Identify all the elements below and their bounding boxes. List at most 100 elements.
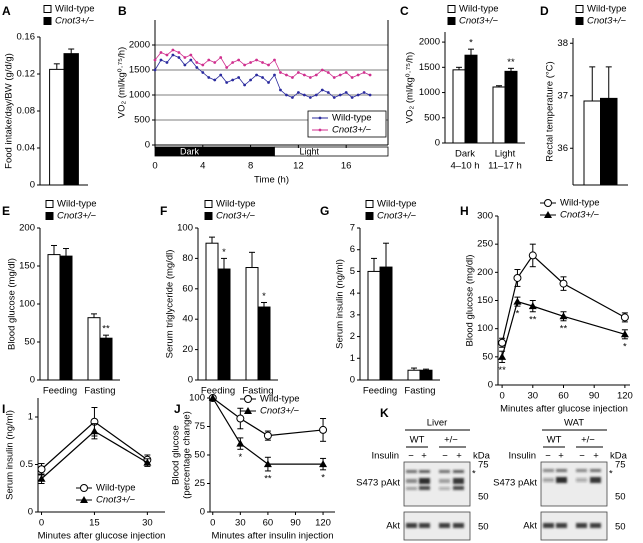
x-tick-label: 60 <box>263 518 274 529</box>
y-tick-label: 50 <box>482 351 493 362</box>
marker <box>255 58 258 62</box>
tissue-label: WAT <box>564 418 584 429</box>
marker <box>498 338 507 347</box>
y-tick-label: 4 <box>350 288 355 299</box>
legend-label: Cnot3+/− <box>216 211 256 222</box>
marker <box>320 88 324 92</box>
significance: * <box>516 309 520 320</box>
panel-label: K <box>380 406 389 420</box>
y-tick-label: 0.08 <box>17 106 36 117</box>
panel-label: G <box>320 204 329 218</box>
x-tick-label: 0 <box>152 161 157 172</box>
legend-label: Cnot3+/− <box>55 16 95 27</box>
marker <box>37 465 46 474</box>
legend-swatch <box>447 17 456 25</box>
legend-label: Cnot3+/− <box>587 16 627 27</box>
y-axis-label: Blood glucose <box>171 425 182 485</box>
marker <box>338 73 342 77</box>
marker <box>528 251 537 260</box>
significance: ** <box>264 473 272 484</box>
y-axis-label: Serum insulin (ng/ml) <box>5 410 16 500</box>
y-tick-label: 100 <box>19 299 35 310</box>
bar <box>87 317 101 381</box>
marker <box>153 68 157 72</box>
y-tick-label: 3 <box>350 309 355 320</box>
y-tick-label: 2 <box>350 331 355 342</box>
x-tick-label: Feeding <box>201 386 235 397</box>
marker <box>189 58 193 62</box>
panel-label: E <box>2 204 10 218</box>
marker <box>273 73 276 77</box>
y-tick-label: 5 <box>350 266 355 277</box>
legend-label: Wild-type <box>332 113 372 124</box>
marker <box>159 58 163 62</box>
marker <box>368 73 372 77</box>
y-tick-label: 1500 <box>129 65 150 76</box>
marker <box>302 73 306 77</box>
significance: * <box>262 291 266 302</box>
panel-label: D <box>540 4 549 18</box>
legend-label: Cnot3+/− <box>260 406 300 417</box>
marker <box>37 474 46 482</box>
marker <box>528 302 537 310</box>
treatment-label: Insulin <box>372 451 399 462</box>
x-tick-label: 90 <box>589 391 600 402</box>
panel-label: A <box>2 4 11 18</box>
marker <box>171 53 175 57</box>
legend-marker <box>318 128 322 132</box>
marker <box>344 91 348 94</box>
marker <box>177 56 181 59</box>
bar <box>99 337 113 381</box>
y-tick-label: 150 <box>19 261 35 272</box>
bar <box>205 242 219 381</box>
y-tick-label: 150 <box>477 295 493 306</box>
band-label: S473 pAkt <box>493 478 537 489</box>
marker <box>263 431 272 440</box>
legend-label: Wild-type <box>216 199 256 210</box>
bar <box>452 69 466 144</box>
marker <box>267 81 270 84</box>
tissue-label: Liver <box>427 418 448 429</box>
legend-label: Cnot3+/− <box>332 125 372 136</box>
bands <box>543 469 601 483</box>
legend-swatch <box>447 5 456 13</box>
marker <box>249 61 252 64</box>
marker <box>314 73 318 77</box>
bar <box>367 270 381 381</box>
band-label: Akt <box>523 521 537 532</box>
y-tick-label: 6 <box>350 244 355 255</box>
panel-label: F <box>160 204 167 218</box>
x-tick-label: Fasting <box>84 386 115 397</box>
legend-box <box>307 110 387 138</box>
y-tick-label: 25 <box>194 478 205 489</box>
y-axis-label: Food intake/day/BW (g/d/g) <box>4 53 15 169</box>
panel-label: J <box>174 402 181 416</box>
marker <box>159 51 163 54</box>
marker-label: 50 <box>615 522 626 533</box>
legend-swatch <box>43 5 52 13</box>
legend-label: Wild-type <box>57 199 97 210</box>
y-tick-label: 36 <box>557 143 568 154</box>
lane-label: + <box>593 451 599 462</box>
marker <box>362 71 366 74</box>
y-tick-label: 50 <box>24 337 35 348</box>
x-axis-label: Time (h) <box>254 175 289 186</box>
legend-marker <box>544 211 552 218</box>
panel-label: H <box>460 204 469 218</box>
x-tick-label: Fasting <box>404 386 435 397</box>
treatment-label: Insulin <box>509 451 536 462</box>
legend-marker <box>244 395 252 403</box>
bar <box>492 86 506 144</box>
legend-label: Wild-type <box>260 394 300 405</box>
legend-swatch <box>575 5 584 13</box>
y-tick-label: 200 <box>477 267 493 278</box>
y-tick-label: 0 <box>30 375 35 386</box>
y-tick-label: 40 <box>182 314 193 325</box>
marker <box>319 425 328 434</box>
marker <box>153 58 157 62</box>
y-tick-label: 300 <box>477 211 493 222</box>
lane-label: − <box>545 451 551 462</box>
bands <box>543 523 601 528</box>
marker <box>195 61 199 64</box>
legend-swatch <box>575 17 584 25</box>
